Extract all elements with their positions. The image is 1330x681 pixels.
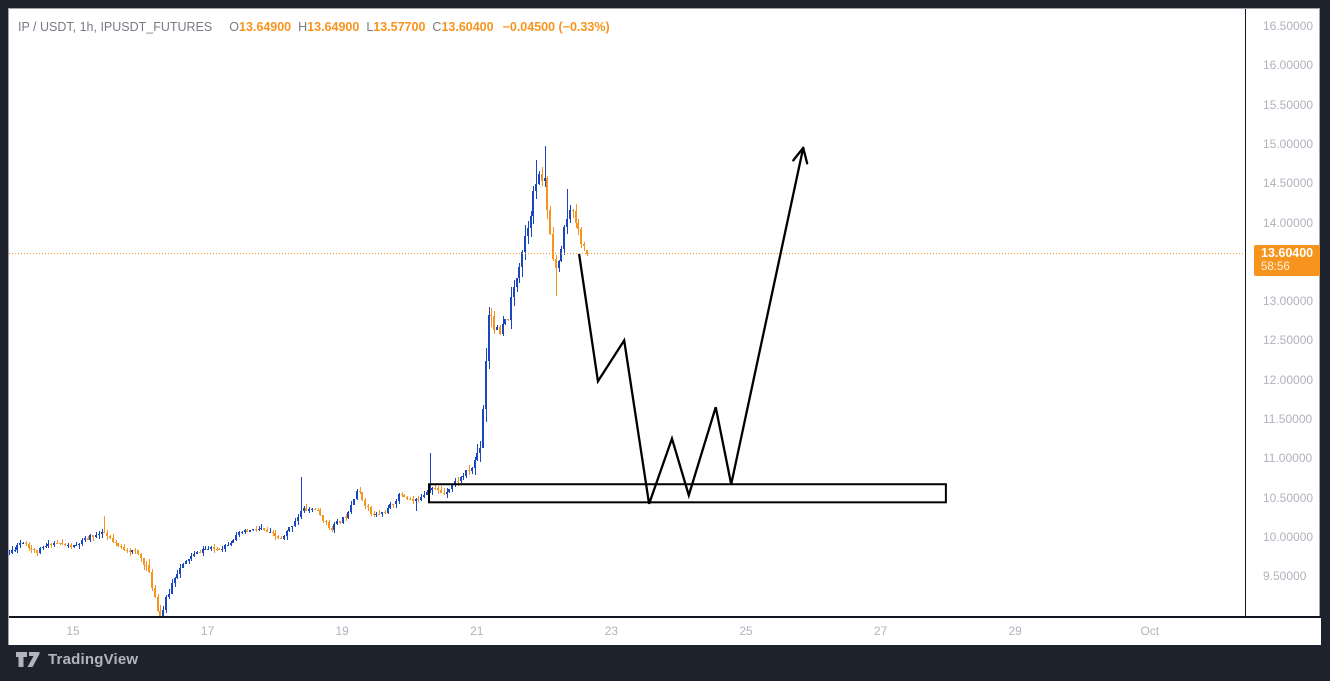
bar-countdown: 58:56 <box>1261 260 1290 273</box>
tradingview-logo-text: TradingView <box>48 651 139 668</box>
time-tick-19: 19 <box>335 624 349 638</box>
open-label: O <box>229 20 239 34</box>
footer-bar: TradingView <box>0 646 1330 681</box>
time-tick-15: 15 <box>66 624 80 638</box>
close-value: 13.60400 <box>441 20 494 34</box>
candles-series <box>9 146 588 616</box>
chart-panel: IP / USDT, 1h, IPUSDT_FUTURES O13.64900 H1… <box>8 8 1321 645</box>
price-tick-16.00000: 16.00000 <box>1263 58 1314 73</box>
time-tick-29: 29 <box>1008 624 1022 638</box>
tradingview-logo[interactable]: TradingView <box>16 651 138 668</box>
time-tick-25: 25 <box>739 624 753 638</box>
symbol-legend: IP / USDT, 1h, IPUSDT_FUTURES O13.64900 H1… <box>18 18 610 36</box>
time-tick-21: 21 <box>470 624 484 638</box>
low-label: L <box>366 20 374 34</box>
price-tick-11.00000: 11.00000 <box>1263 451 1313 466</box>
price-tick-15.50000: 15.50000 <box>1263 97 1314 112</box>
price-tick-14.00000: 14.00000 <box>1263 215 1314 230</box>
price-tick-15.00000: 15.00000 <box>1263 136 1314 151</box>
price-tick-9.50000: 9.50000 <box>1263 569 1307 584</box>
change-value: −0.04500 (−0.33%) <box>502 20 610 34</box>
price-axis[interactable]: 13.60400 58:56 16.50000 16.00000 15.50000 1… <box>1245 9 1320 616</box>
time-tick-17: 17 <box>200 624 215 638</box>
close-label: C <box>432 20 442 34</box>
low-value: 13.57700 <box>373 20 426 34</box>
price-tick-12.00000: 12.00000 <box>1263 372 1314 387</box>
price-tick-14.50000: 14.50000 <box>1263 176 1314 191</box>
time-tick-27: 27 <box>873 624 888 638</box>
price-tick-12.50000: 12.50000 <box>1263 333 1314 348</box>
open-value: 13.64900 <box>239 20 292 34</box>
last-price-value: 13.60400 <box>1261 245 1314 260</box>
time-tick-23: 23 <box>604 624 619 638</box>
time-tick-Oct: Oct <box>1140 624 1160 638</box>
chart-canvas[interactable] <box>9 9 1245 616</box>
price-tick-13.00000: 13.00000 <box>1263 294 1314 309</box>
tradingview-logo-icon <box>16 652 40 667</box>
support-zone-rectangle[interactable] <box>428 483 947 504</box>
time-axis[interactable]: 15 17 19 21 23 25 27 29 Oct <box>9 616 1321 645</box>
price-tick-16.50000: 16.50000 <box>1263 19 1314 33</box>
last-price-label: 13.60400 58:56 <box>1254 244 1320 276</box>
high-value: 13.64900 <box>307 20 360 34</box>
price-tick-11.50000: 11.50000 <box>1263 412 1313 426</box>
price-tick-10.00000: 10.00000 <box>1263 529 1314 544</box>
high-label: H <box>298 20 308 34</box>
symbol-title[interactable]: IP / USDT, 1h, IPUSDT_FUTURES <box>18 20 213 34</box>
projection-zigzag-arrow[interactable] <box>577 146 809 505</box>
price-tick-10.50000: 10.50000 <box>1263 490 1314 505</box>
